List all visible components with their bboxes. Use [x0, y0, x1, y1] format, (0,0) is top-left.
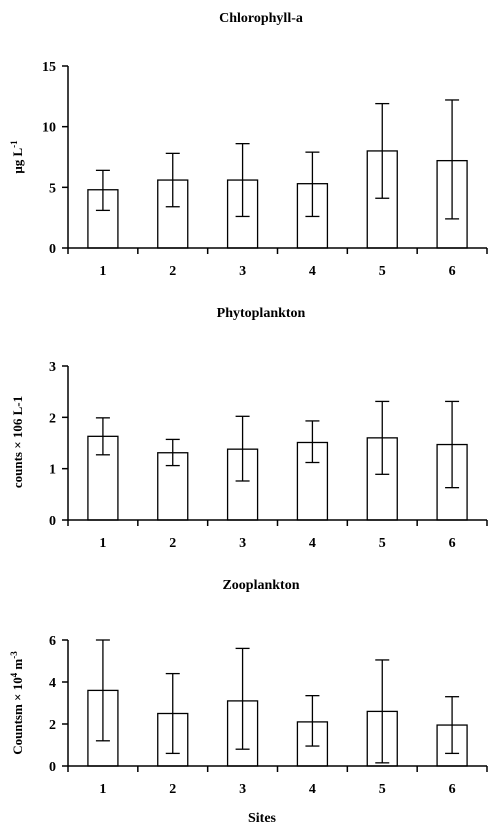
x-tick-label: 2 [169, 782, 176, 797]
y-tick-label: 1 [49, 463, 56, 478]
x-tick-label: 2 [169, 264, 176, 279]
x-tick-label: 6 [449, 536, 456, 551]
chart-title: Chlorophyll-a [219, 11, 303, 26]
zooplankton-panel: Zooplankton Countsm × 104 m-3 Sites 0 2 4 6… [9, 578, 488, 826]
x-tick-label: 1 [99, 782, 106, 797]
x-tick-label: 3 [239, 264, 246, 279]
x-tick-label: 4 [309, 536, 316, 551]
x-tick-label: 3 [239, 536, 246, 551]
x-tick-label: 5 [379, 782, 386, 797]
y-tick-label: 0 [49, 242, 56, 257]
x-tick-label: 6 [449, 264, 456, 279]
chart-title: Phytoplankton [217, 306, 306, 321]
x-tick-label: 3 [239, 782, 246, 797]
x-tick-label: 4 [309, 264, 316, 279]
y-tick-label: 6 [49, 634, 56, 649]
x-tick-label: 6 [449, 782, 456, 797]
y-tick-label: 5 [49, 181, 56, 196]
x-tick-label: 5 [379, 536, 386, 551]
y-tick-label: 15 [42, 60, 56, 75]
y-tick-label: 2 [49, 411, 56, 426]
y-tick-label: 4 [49, 676, 56, 691]
y-tick-label: 10 [42, 121, 56, 136]
chart-title: Zooplankton [222, 578, 299, 593]
x-tick-label: 5 [379, 264, 386, 279]
chlorophyll-panel: Chlorophyll-a μg L-1 0 5 10 15 1 2 3 4 5 6 [9, 11, 488, 279]
x-tick-label: 2 [169, 536, 176, 551]
y-tick-label: 2 [49, 718, 56, 733]
x-tick-label: 1 [99, 536, 106, 551]
x-axis-label: Sites [248, 811, 277, 826]
y-tick-label: 3 [49, 360, 56, 375]
x-tick-label: 1 [99, 264, 106, 279]
y-axis-label: Countsm × 104 m-3 [9, 651, 25, 755]
y-axis-label: counts × 106 L-1 [10, 396, 25, 488]
y-tick-label: 0 [49, 760, 56, 775]
x-tick-label: 4 [309, 782, 316, 797]
y-axis-label: μg L-1 [9, 140, 25, 174]
phytoplankton-panel: Phytoplankton counts × 106 L-1 0 1 2 3 1 2 3 4 5… [10, 306, 488, 551]
y-tick-label: 0 [49, 514, 56, 529]
